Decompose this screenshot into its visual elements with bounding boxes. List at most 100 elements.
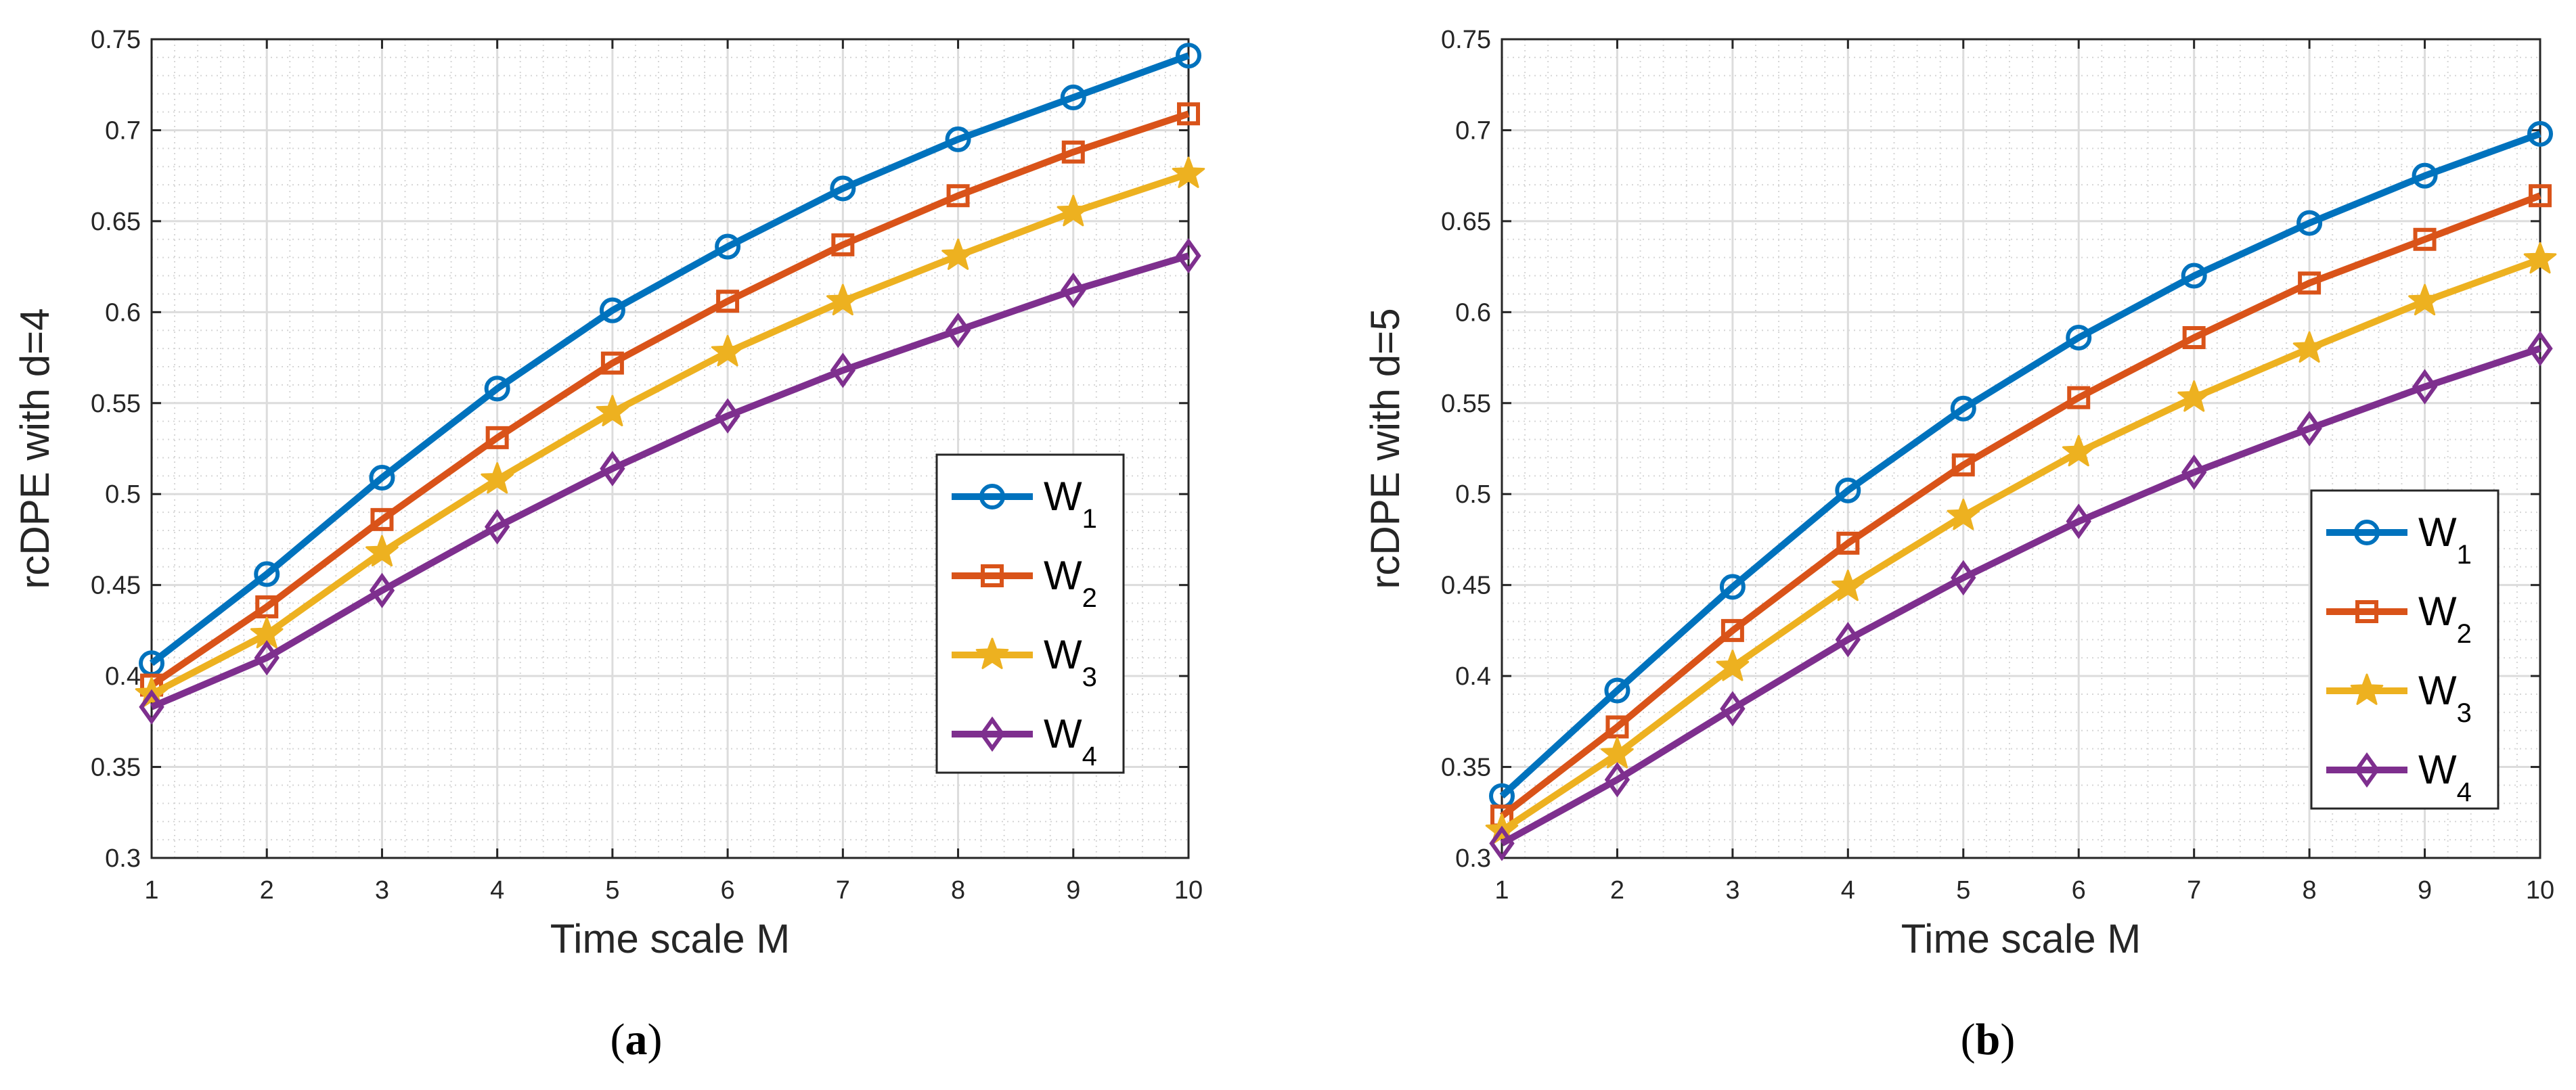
legend-label-sub: 4	[2457, 777, 2472, 807]
y-tick-label: 0.35	[1441, 754, 1491, 782]
data-point	[365, 535, 399, 567]
legend-label-sub: 4	[1082, 742, 1097, 771]
series-w4	[139, 237, 1201, 725]
legend-label-main: W	[2418, 589, 2457, 634]
data-point	[2066, 503, 2091, 539]
y-tick-label: 0.7	[1455, 116, 1491, 145]
data-point	[1831, 569, 1865, 601]
series-w1	[1489, 120, 2553, 809]
data-point	[1835, 477, 1861, 503]
legend-label-main: W	[1044, 632, 1082, 677]
y-tick-label: 0.3	[1455, 844, 1491, 873]
data-point	[1716, 650, 1750, 681]
series-w2	[140, 102, 1200, 697]
y-axis-title: rcDPE with d=5	[1362, 308, 1408, 589]
data-point	[481, 462, 514, 494]
legend-label: W3	[1044, 632, 1097, 692]
data-point	[711, 335, 745, 367]
data-point	[2177, 380, 2211, 412]
data-point	[1176, 237, 1201, 274]
data-point	[2413, 227, 2437, 251]
data-point	[2067, 386, 2091, 409]
legend-label-main: W	[2418, 668, 2457, 713]
legend-marker	[979, 716, 1005, 752]
y-tick-label: 0.55	[91, 390, 141, 418]
legend-item: W4	[952, 711, 1097, 771]
data-point	[1061, 140, 1085, 164]
legend-marker	[2350, 673, 2384, 705]
x-tick-label: 10	[2526, 876, 2554, 905]
series-w3	[1485, 242, 2557, 845]
data-point	[1057, 194, 1090, 227]
legend-marker	[2354, 752, 2380, 788]
x-tick-label: 2	[260, 876, 274, 905]
data-point	[2408, 283, 2441, 316]
caption-letter: a	[625, 1015, 648, 1064]
legend-label: W2	[2418, 589, 2472, 649]
data-point	[830, 175, 856, 202]
series-w4	[1489, 330, 2553, 861]
data-point	[254, 640, 280, 676]
data-point	[254, 561, 280, 587]
x-tick-label: 7	[2187, 876, 2201, 905]
y-tick-label: 0.45	[1441, 572, 1491, 600]
legend-label-sub: 2	[2457, 619, 2472, 649]
legend-item: W4	[2326, 747, 2472, 807]
series-line	[1500, 256, 2541, 834]
y-tick-label: 0.75	[1441, 26, 1491, 54]
x-tick-label: 9	[1066, 876, 1080, 905]
x-tick-label: 9	[2418, 876, 2432, 905]
data-point	[1489, 825, 1515, 861]
legend-label-sub: 2	[1082, 583, 1097, 613]
legend-label-main: W	[1044, 553, 1082, 598]
data-point	[2292, 331, 2326, 363]
legend-item: W1	[952, 474, 1097, 534]
x-tick-label: 1	[1494, 876, 1509, 905]
tick-marks	[1501, 38, 2541, 859]
x-tick-label: 3	[375, 876, 389, 905]
legend-label: W1	[1044, 474, 1097, 534]
legend-label: W4	[2418, 747, 2472, 807]
x-tick-label: 1	[144, 876, 158, 905]
x-tick-label: 2	[1610, 876, 1624, 905]
x-tick-label: 5	[1956, 876, 1970, 905]
x-axis-title: Time scale M	[550, 916, 791, 961]
data-point	[715, 398, 740, 434]
legend-label-main: W	[2418, 747, 2457, 792]
data-point	[831, 233, 855, 256]
series-line	[150, 171, 1190, 698]
legend-marker	[2354, 520, 2380, 545]
data-point	[2523, 242, 2557, 274]
y-tick-label: 0.6	[105, 298, 141, 327]
x-tick-label: 7	[836, 876, 850, 905]
data-point	[2066, 324, 2092, 350]
data-point	[1604, 762, 1630, 798]
series-w3	[135, 156, 1205, 708]
y-tick-label: 0.4	[105, 662, 141, 691]
data-point	[2412, 369, 2438, 405]
data-point	[484, 509, 510, 545]
data-point	[600, 351, 624, 375]
caption-close: )	[2000, 1015, 2015, 1064]
data-point	[716, 290, 740, 313]
data-point	[1947, 499, 1980, 530]
x-tick-label: 10	[1174, 876, 1203, 905]
data-point	[1951, 453, 1975, 477]
data-point	[941, 238, 975, 270]
data-point	[1061, 272, 1086, 309]
y-tick-label: 0.5	[1455, 480, 1491, 509]
x-tick-label: 4	[1841, 876, 1855, 905]
legend-marker	[979, 484, 1005, 509]
legend-label-main: W	[2418, 509, 2457, 555]
y-tick-label: 0.35	[91, 754, 141, 782]
legend-item: W1	[2326, 509, 2472, 570]
caption-letter: b	[1976, 1015, 2001, 1064]
data-point	[1176, 43, 1201, 69]
legend-label-sub: 1	[1082, 504, 1097, 534]
series-w2	[1490, 184, 2552, 828]
x-tick-label: 8	[951, 876, 965, 905]
caption-open: (	[1961, 1015, 1976, 1064]
data-point	[600, 451, 625, 486]
